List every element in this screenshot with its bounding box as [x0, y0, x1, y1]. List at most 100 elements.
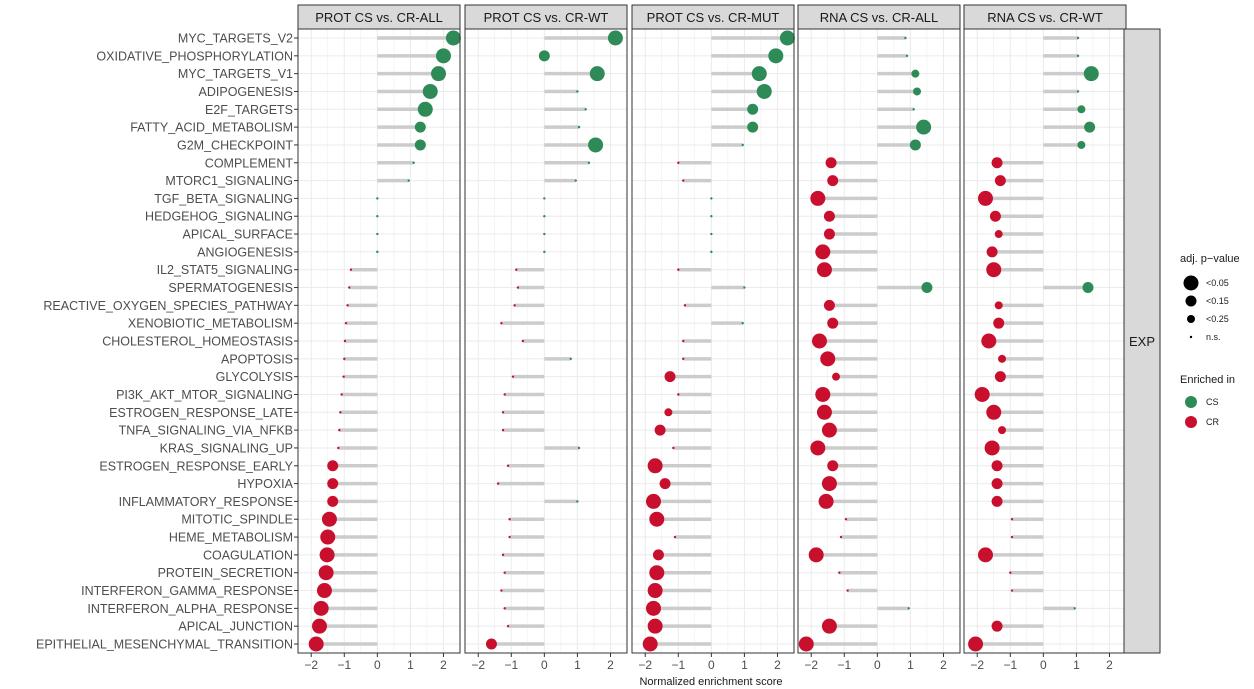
lollipop-point [913, 87, 922, 96]
lollipop-point [747, 121, 759, 133]
lollipop-point [907, 607, 910, 610]
lollipop-point [810, 190, 826, 206]
lollipop-point [798, 636, 814, 652]
lollipop-point [1010, 589, 1014, 592]
lollipop-point [989, 210, 1001, 222]
x-tick-label: 0 [1040, 658, 1047, 672]
legend-color-swatch [1185, 396, 1197, 408]
lollipop-point [984, 440, 1000, 456]
facet-strip-label: PROT CS vs. CR-WT [484, 10, 609, 25]
pathway-label: G2M_CHECKPOINT [177, 138, 293, 152]
lollipop-point [500, 321, 503, 325]
lollipop-point [659, 478, 671, 490]
lollipop-point [501, 411, 505, 414]
x-tick-label: 2 [440, 658, 447, 672]
facet-strip [464, 4, 628, 30]
pathway-label: SPERMATOGENESIS [168, 281, 293, 295]
legend-color-title: Enriched in [1180, 374, 1235, 386]
lollipop-point [508, 535, 511, 539]
lollipop-point [327, 495, 339, 507]
lollipop-point [607, 30, 623, 46]
pathway-label: HEME_METABOLISM [169, 531, 293, 545]
lollipop-point [994, 230, 1003, 239]
x-tick-label: −1 [337, 658, 351, 672]
lollipop-point [645, 493, 661, 509]
pathway-label: MYC_TARGETS_V1 [178, 67, 293, 81]
pathway-label: IL2_STAT5_SIGNALING [157, 263, 293, 277]
lollipop-point [811, 333, 827, 349]
lollipop-point [647, 583, 663, 599]
lollipop-point [991, 157, 1003, 169]
lollipop-point [677, 268, 680, 271]
lollipop-point [825, 157, 837, 169]
lollipop-point [376, 197, 379, 200]
pathway-label: ANGIOGENESIS [197, 245, 293, 259]
legend: adj. p−value <0.05 <0.15 <0.25 n.s. Enriche… [1180, 253, 1240, 428]
lollipop-point [710, 197, 713, 200]
x-tick-label: −2 [304, 658, 318, 672]
row-strip: EXP [1123, 28, 1161, 654]
pathway-label: PI3K_AKT_MTOR_SIGNALING [116, 388, 293, 402]
lollipop-point [994, 371, 1006, 383]
lollipop-point [543, 197, 546, 200]
lollipop-point [991, 460, 1003, 472]
lollipop-point [991, 478, 1003, 490]
lollipop-point [308, 636, 324, 652]
x-tick-label: −2 [638, 658, 652, 672]
lollipop-point [1073, 607, 1076, 610]
lollipop-point [916, 119, 932, 135]
lollipop-point [506, 464, 510, 467]
legend-color-label: CS [1206, 397, 1219, 407]
lollipop-point [344, 321, 348, 325]
lollipop-point [649, 565, 665, 581]
lollipop-point [710, 232, 713, 236]
x-tick-label: −1 [1003, 658, 1017, 672]
x-tick-label: 1 [407, 658, 414, 672]
lollipop-point [321, 511, 337, 527]
lollipop-point [645, 600, 661, 616]
pathway-label: KRAS_SIGNALING_UP [160, 441, 293, 455]
facet-strip [631, 4, 795, 30]
lollipop-point [500, 589, 503, 592]
lollipop-point [649, 511, 665, 527]
lollipop-point [846, 589, 849, 592]
lollipop-point [986, 262, 1002, 278]
lollipop-point [810, 440, 826, 456]
lollipop-point [977, 190, 993, 206]
pathway-label: ESTROGEN_RESPONSE_LATE [109, 406, 293, 420]
lollipop-point [346, 304, 349, 307]
lollipop-point [672, 446, 675, 450]
lollipop-point [682, 179, 685, 182]
x-tick-label: 2 [774, 658, 781, 672]
lollipop-point [816, 262, 832, 278]
lollipop-point [921, 282, 933, 294]
pathway-label: OXIDATIVE_PHOSPHORYLATION [96, 49, 293, 63]
lollipop-point [485, 638, 497, 650]
pathway-label: ESTROGEN_RESPONSE_EARLY [99, 459, 293, 473]
legend-size-label: <0.15 [1206, 296, 1229, 306]
lollipop-point [986, 404, 1002, 420]
lollipop-point [337, 446, 340, 450]
lollipop-point [768, 48, 784, 64]
x-tick-label: 0 [874, 658, 881, 672]
x-tick-label: 1 [907, 658, 914, 672]
x-tick-label: −2 [970, 658, 984, 672]
lollipop-point [821, 422, 837, 438]
lollipop-point [501, 428, 505, 432]
lollipop-point [991, 495, 1003, 507]
lollipop-point [993, 317, 1005, 329]
legend-color-items: CS CR [1185, 396, 1219, 428]
pathway-label: COAGULATION [203, 548, 293, 562]
lollipop-point [818, 493, 834, 509]
lollipop-point [327, 478, 339, 490]
pathway-label: HYPOXIA [237, 477, 293, 491]
row-strip-label: EXP [1129, 334, 1155, 349]
lollipop-point [974, 386, 990, 402]
lollipop-point [506, 624, 510, 628]
lollipop-point [808, 547, 824, 563]
facet-strip [797, 4, 961, 30]
lollipop-point [981, 333, 997, 349]
lollipop-point [905, 54, 909, 58]
lollipop-point [343, 339, 347, 343]
lollipop-point [683, 304, 687, 307]
